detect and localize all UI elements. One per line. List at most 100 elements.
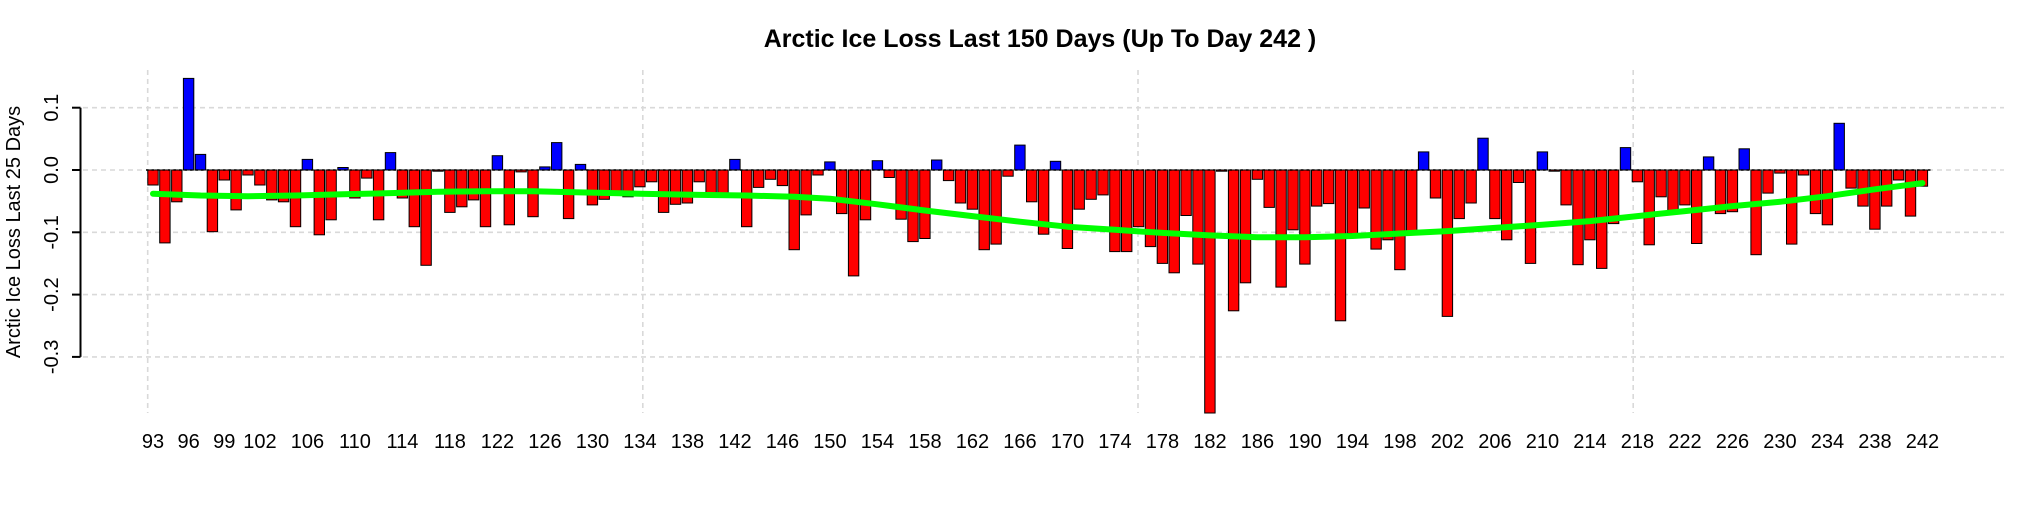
- bar-day-150: [824, 161, 836, 171]
- y-tick-label--0.1: -0.1: [41, 215, 63, 249]
- bar-day-222: [1679, 169, 1691, 206]
- bar-day-208: [1512, 169, 1525, 183]
- y-tick-label--0.3: -0.3: [41, 340, 63, 374]
- bar-day-190: [1299, 169, 1311, 265]
- x-tick-label-96: 96: [177, 431, 199, 453]
- y-tick-label-0.0: 0.0: [41, 156, 63, 184]
- bar-day-134: [634, 169, 646, 188]
- bar-day-210: [1536, 151, 1549, 171]
- bar-day-242: [1916, 169, 1929, 187]
- x-tick-label-122: 122: [481, 431, 514, 453]
- bar-day-147: [788, 169, 800, 251]
- bar-day-233: [1809, 169, 1822, 215]
- bar-day-139: [693, 169, 705, 183]
- bar-day-172: [1085, 169, 1097, 200]
- x-tick-label-106: 106: [291, 431, 324, 453]
- x-tick-label-178: 178: [1146, 431, 1179, 453]
- bar-day-220: [1655, 169, 1667, 198]
- bar-day-138: [681, 169, 694, 204]
- x-tick-label-206: 206: [1478, 431, 1511, 453]
- bar-day-224: [1702, 156, 1715, 171]
- bar-day-174: [1109, 169, 1121, 253]
- bar-day-160: [942, 169, 955, 182]
- bar-day-93: [147, 169, 159, 186]
- x-tick-label-170: 170: [1051, 431, 1084, 453]
- bar-day-151: [836, 169, 848, 215]
- bar-day-135: [646, 169, 658, 183]
- bar-day-145: [764, 169, 777, 180]
- bar-day-204: [1465, 169, 1477, 204]
- bar-day-154: [871, 160, 884, 171]
- x-tick-label-242: 242: [1906, 431, 1939, 453]
- x-tick-label-142: 142: [718, 431, 751, 453]
- x-tick-label-222: 222: [1668, 431, 1701, 453]
- bar-day-164: [990, 169, 1002, 245]
- bar-day-146: [776, 169, 789, 187]
- bar-day-127: [551, 142, 563, 171]
- bar-day-229: [1762, 169, 1774, 194]
- bar-day-111: [361, 169, 373, 179]
- bar-day-170: [1061, 169, 1074, 249]
- bar-day-120: [467, 169, 480, 201]
- bar-day-212: [1560, 169, 1572, 206]
- x-tick-label-114: 114: [386, 431, 418, 453]
- bar-day-192: [1322, 169, 1335, 205]
- bar-day-140: [705, 169, 717, 196]
- x-tick-label-99: 99: [213, 431, 235, 453]
- x-tick-label-150: 150: [813, 431, 846, 453]
- bar-day-185: [1239, 169, 1252, 284]
- bar-day-184: [1227, 169, 1240, 312]
- bar-day-202: [1441, 169, 1454, 317]
- x-tick-label-234: 234: [1811, 431, 1844, 453]
- gridlines: [83, 70, 2004, 413]
- bar-day-153: [859, 169, 872, 221]
- bar-day-180: [1180, 169, 1192, 216]
- bar-day-171: [1073, 169, 1085, 210]
- bar-day-240: [1892, 169, 1905, 181]
- bar-day-216: [1607, 169, 1620, 225]
- x-tick-label-214: 214: [1573, 431, 1606, 453]
- bar-day-122: [491, 155, 504, 171]
- bar-day-137: [669, 169, 682, 205]
- x-tick-label-182: 182: [1193, 431, 1226, 453]
- x-tick-label-93: 93: [142, 431, 164, 453]
- x-tick-label-162: 162: [956, 431, 989, 453]
- bar-day-98: [206, 169, 219, 233]
- x-tick-label-202: 202: [1431, 431, 1464, 453]
- bar-day-195: [1358, 169, 1370, 209]
- bar-day-179: [1168, 169, 1180, 274]
- bars: [147, 77, 1929, 414]
- x-tick-label-166: 166: [1003, 431, 1036, 453]
- bar-day-100: [230, 169, 242, 211]
- x-tick-label-146: 146: [766, 431, 799, 453]
- x-tick-label-158: 158: [908, 431, 941, 453]
- bar-day-156: [895, 169, 907, 220]
- y-axis-title: Arctic Ice Loss Last 25 Days: [3, 106, 25, 358]
- bar-day-201: [1429, 169, 1442, 199]
- bar-day-181: [1192, 169, 1204, 265]
- bar-day-126: [539, 166, 551, 171]
- bar-day-182: [1204, 169, 1216, 414]
- bar-day-123: [503, 169, 516, 226]
- bar-day-197: [1382, 169, 1394, 241]
- bar-day-176: [1132, 169, 1145, 228]
- bar-day-165: [1002, 169, 1014, 177]
- bar-day-183: [1216, 169, 1228, 172]
- bar-day-119: [456, 169, 468, 208]
- bar-day-186: [1251, 169, 1264, 180]
- bar-day-177: [1144, 169, 1157, 248]
- bar-day-101: [242, 169, 254, 176]
- x-tick-label-118: 118: [434, 431, 466, 453]
- bar-day-144: [752, 169, 765, 188]
- bar-day-188: [1275, 169, 1287, 288]
- bar-day-219: [1643, 169, 1655, 246]
- bar-day-95: [171, 169, 183, 203]
- x-tick-label-190: 190: [1288, 431, 1321, 453]
- bar-day-189: [1287, 169, 1299, 231]
- bar-day-162: [966, 169, 979, 210]
- bar-day-102: [254, 169, 266, 186]
- bar-day-163: [978, 169, 990, 251]
- bar-day-142: [729, 158, 741, 171]
- bar-day-148: [800, 169, 812, 216]
